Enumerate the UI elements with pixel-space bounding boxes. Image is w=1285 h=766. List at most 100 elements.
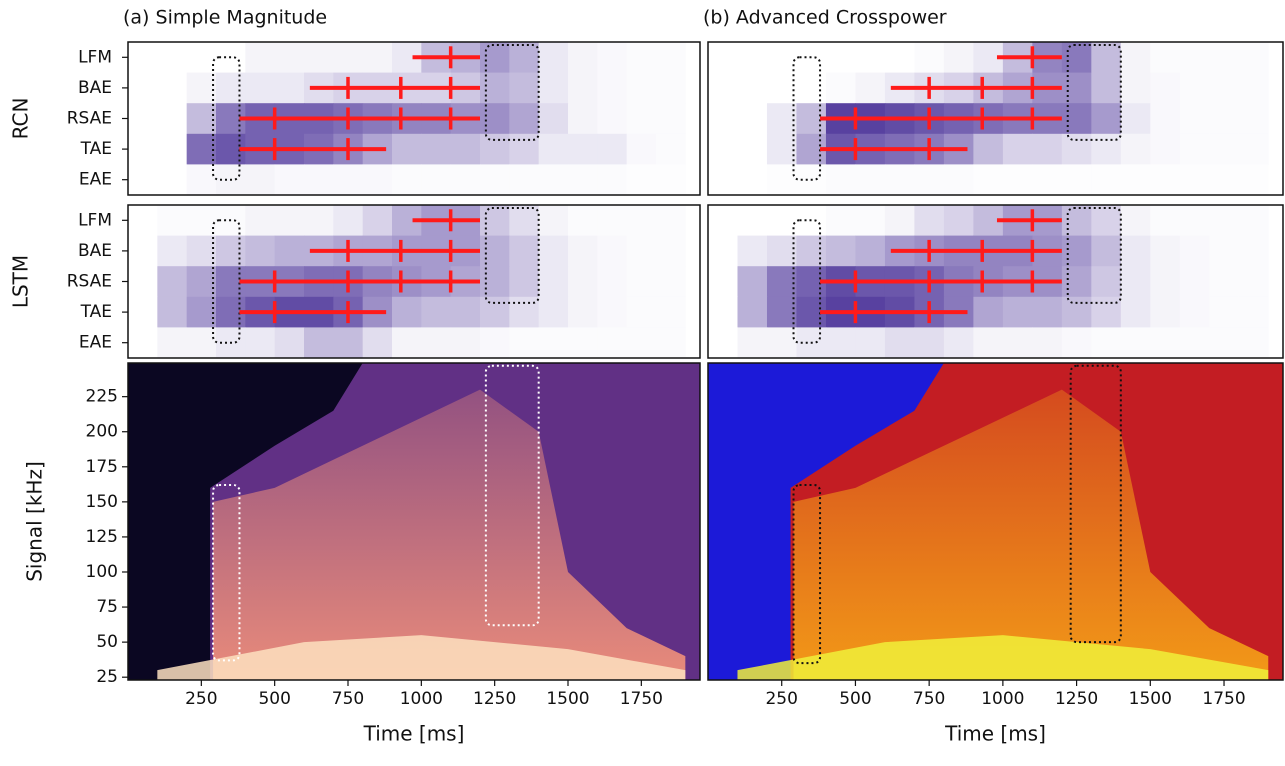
- heatmap-cell: [128, 266, 158, 298]
- heatmap-cell: [245, 72, 276, 104]
- heatmap-cell: [157, 72, 188, 104]
- x-tick-label: 1250: [1055, 689, 1098, 709]
- heatmap-cell: [568, 42, 598, 74]
- heatmap-cell: [855, 72, 886, 104]
- highlight-window: [1066, 44, 1122, 141]
- heatmap-cell: [333, 42, 364, 74]
- highlight-window: [484, 207, 540, 304]
- heatmap-cell: [538, 296, 569, 328]
- heatmap-cell: [766, 327, 797, 358]
- highlight-window: [792, 484, 822, 665]
- heatmap-cell: [1179, 133, 1210, 165]
- heatmap-cell: [450, 327, 481, 358]
- x-tick-label: 500: [839, 689, 871, 709]
- heatmap-cell: [509, 327, 540, 358]
- heatmap-cell: [1120, 266, 1151, 298]
- heatmap-cell: [333, 164, 364, 195]
- x-tick-label: 750: [332, 689, 364, 709]
- heatmap-cell: [274, 164, 305, 195]
- x-tick-label: 750: [913, 689, 945, 709]
- heatmap-cell: [157, 205, 188, 237]
- heatmap-cell: [1238, 42, 1269, 74]
- heatmap-cell: [186, 42, 217, 74]
- heatmap-cell: [1179, 164, 1210, 195]
- heatmap-cell: [421, 133, 452, 165]
- heatmap-cell: [157, 42, 188, 74]
- heatmap-cell: [766, 42, 797, 74]
- x-tick-label: 1000: [400, 689, 443, 709]
- heatmap-cell: [973, 133, 1004, 165]
- highlight-window: [212, 56, 241, 181]
- heatmap-cell: [943, 327, 974, 358]
- heatmap-cell: [1002, 296, 1033, 328]
- heatmap-cell: [1091, 296, 1122, 328]
- heatmap-cell: [568, 327, 598, 358]
- heatmap-cell: [1209, 235, 1240, 267]
- heatmap-cell: [186, 205, 217, 237]
- heatmap-cell: [626, 72, 657, 104]
- heatmap-cell: [1209, 72, 1240, 104]
- heatmap-cell: [737, 296, 768, 328]
- heatmap-cell: [825, 42, 856, 74]
- panel-frame: [127, 204, 701, 359]
- heatmap-cell: [1032, 164, 1063, 195]
- heatmap-cell: [708, 296, 738, 328]
- heatmap-cell: [1032, 327, 1063, 358]
- heatmap-cell: [568, 296, 598, 328]
- heatmap-cell: [884, 164, 915, 195]
- heatmap-cell: [626, 205, 657, 237]
- heatmap-cell: [597, 266, 628, 298]
- heatmap-cell: [656, 296, 686, 328]
- heatmap-cell: [538, 266, 569, 298]
- heatmap-cell: [1120, 72, 1151, 104]
- heatmap-cell: [656, 327, 686, 358]
- heatmap-cell: [509, 103, 540, 135]
- heatmap-cell: [304, 164, 334, 195]
- category-label: BAE: [78, 241, 112, 261]
- heatmap-cell: [1150, 164, 1181, 195]
- heatmap-cell: [1061, 103, 1092, 135]
- heatmap-cell: [274, 72, 305, 104]
- heatmap-cell: [538, 72, 569, 104]
- heatmap-cell: [568, 266, 598, 298]
- heatmap-cell: [1209, 205, 1240, 237]
- heatmap-cell: [597, 235, 628, 267]
- heatmap-cell: [855, 235, 886, 267]
- heatmap-cell: [1120, 205, 1151, 237]
- heatmap-cell: [796, 235, 827, 267]
- heatmap-cell: [597, 133, 628, 165]
- heatmap-cell: [362, 164, 393, 195]
- heatmap-cell: [304, 327, 334, 358]
- heatmap-cell: [274, 42, 305, 74]
- heatmap-cell: [737, 72, 768, 104]
- heatmap-cell: [943, 164, 974, 195]
- heatmap-cell: [480, 327, 510, 358]
- heatmap-cell: [1238, 164, 1269, 195]
- heatmap-cell: [157, 235, 188, 267]
- x-tick-label: 1750: [1202, 689, 1245, 709]
- heatmap-cell: [538, 133, 569, 165]
- heatmap-cell: [597, 296, 628, 328]
- heatmap-cell: [186, 103, 217, 135]
- heatmap-cell: [480, 235, 510, 267]
- heatmap-cell: [737, 327, 768, 358]
- highlight-window: [484, 44, 540, 141]
- heatmap-cell: [737, 266, 768, 298]
- heatmap-cell: [626, 164, 657, 195]
- heatmap-cell: [708, 205, 738, 237]
- heatmap-cell: [708, 235, 738, 267]
- heatmap-cell: [1150, 103, 1181, 135]
- x-tick-label: 1500: [1129, 689, 1172, 709]
- heatmap-cell: [1150, 133, 1181, 165]
- heatmap-cell: [855, 42, 886, 74]
- heatmap-cell: [825, 164, 856, 195]
- spectrogram-signal: [737, 635, 1269, 680]
- heatmap-cell: [392, 133, 422, 165]
- heatmap-cell: [737, 235, 768, 267]
- heatmap-cell: [186, 296, 217, 328]
- panel-frame: [707, 362, 1284, 681]
- heatmap-cell: [973, 296, 1004, 328]
- heatmap-cell: [1238, 133, 1269, 165]
- heatmap-cell: [1150, 205, 1181, 237]
- heatmap-cell: [855, 164, 886, 195]
